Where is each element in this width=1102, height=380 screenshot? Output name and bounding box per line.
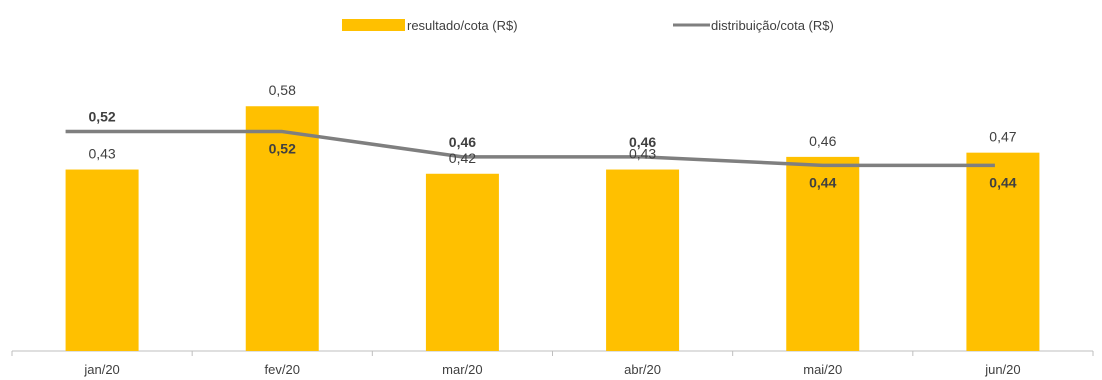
line-value-label: 0,46 [629, 134, 656, 150]
bar-abr-20 [606, 169, 680, 351]
bar-mar-20 [425, 173, 499, 351]
line-value-label: 0,44 [809, 174, 836, 190]
labels-layer: 0,430,580,42 0,430,46 0,470,520,52 0,46 0,46… [88, 82, 1016, 190]
bar-value-label: 0,46 [809, 133, 836, 149]
legend: resultado/cota (R$) distribuição/cota (R… [342, 18, 834, 33]
bar-value-label: 0,47 [989, 129, 1016, 145]
line-layer [65, 129, 995, 168]
x-tick-label: mai/20 [803, 362, 842, 377]
bar-value-label: 0,58 [269, 82, 296, 98]
x-tick-label: fev/20 [265, 362, 300, 377]
x-tick-label: abr/20 [624, 362, 661, 377]
distribution-line [65, 129, 995, 168]
line-value-label: 0,46 [449, 134, 476, 150]
bar-jun-20 [966, 152, 1040, 351]
x-tick-label: jan/20 [83, 362, 119, 377]
x-tick-label: jun/20 [984, 362, 1020, 377]
line-value-label: 0,52 [269, 141, 296, 157]
legend-line-label: distribuição/cota (R$) [711, 18, 834, 33]
bar-fev-20 [245, 106, 319, 352]
bar-mai-20 [786, 156, 860, 351]
bar-value-label: 0,43 [88, 146, 115, 162]
bar-jan-20 [65, 169, 139, 351]
x-axis: jan/20 fev/20 mar/20 abr/20 mai/20 jun/20 [11, 350, 1094, 377]
line-value-label: 0,52 [88, 109, 115, 125]
bars-layer [65, 106, 1040, 352]
bar-value-label: 0,43 [629, 146, 656, 162]
line-value-label: 0,44 [989, 174, 1016, 190]
legend-bar-label: resultado/cota (R$) [407, 18, 518, 33]
x-tick-label: mar/20 [442, 362, 482, 377]
legend-bar-swatch [342, 19, 405, 31]
bar-value-label: 0,42 [449, 150, 476, 166]
